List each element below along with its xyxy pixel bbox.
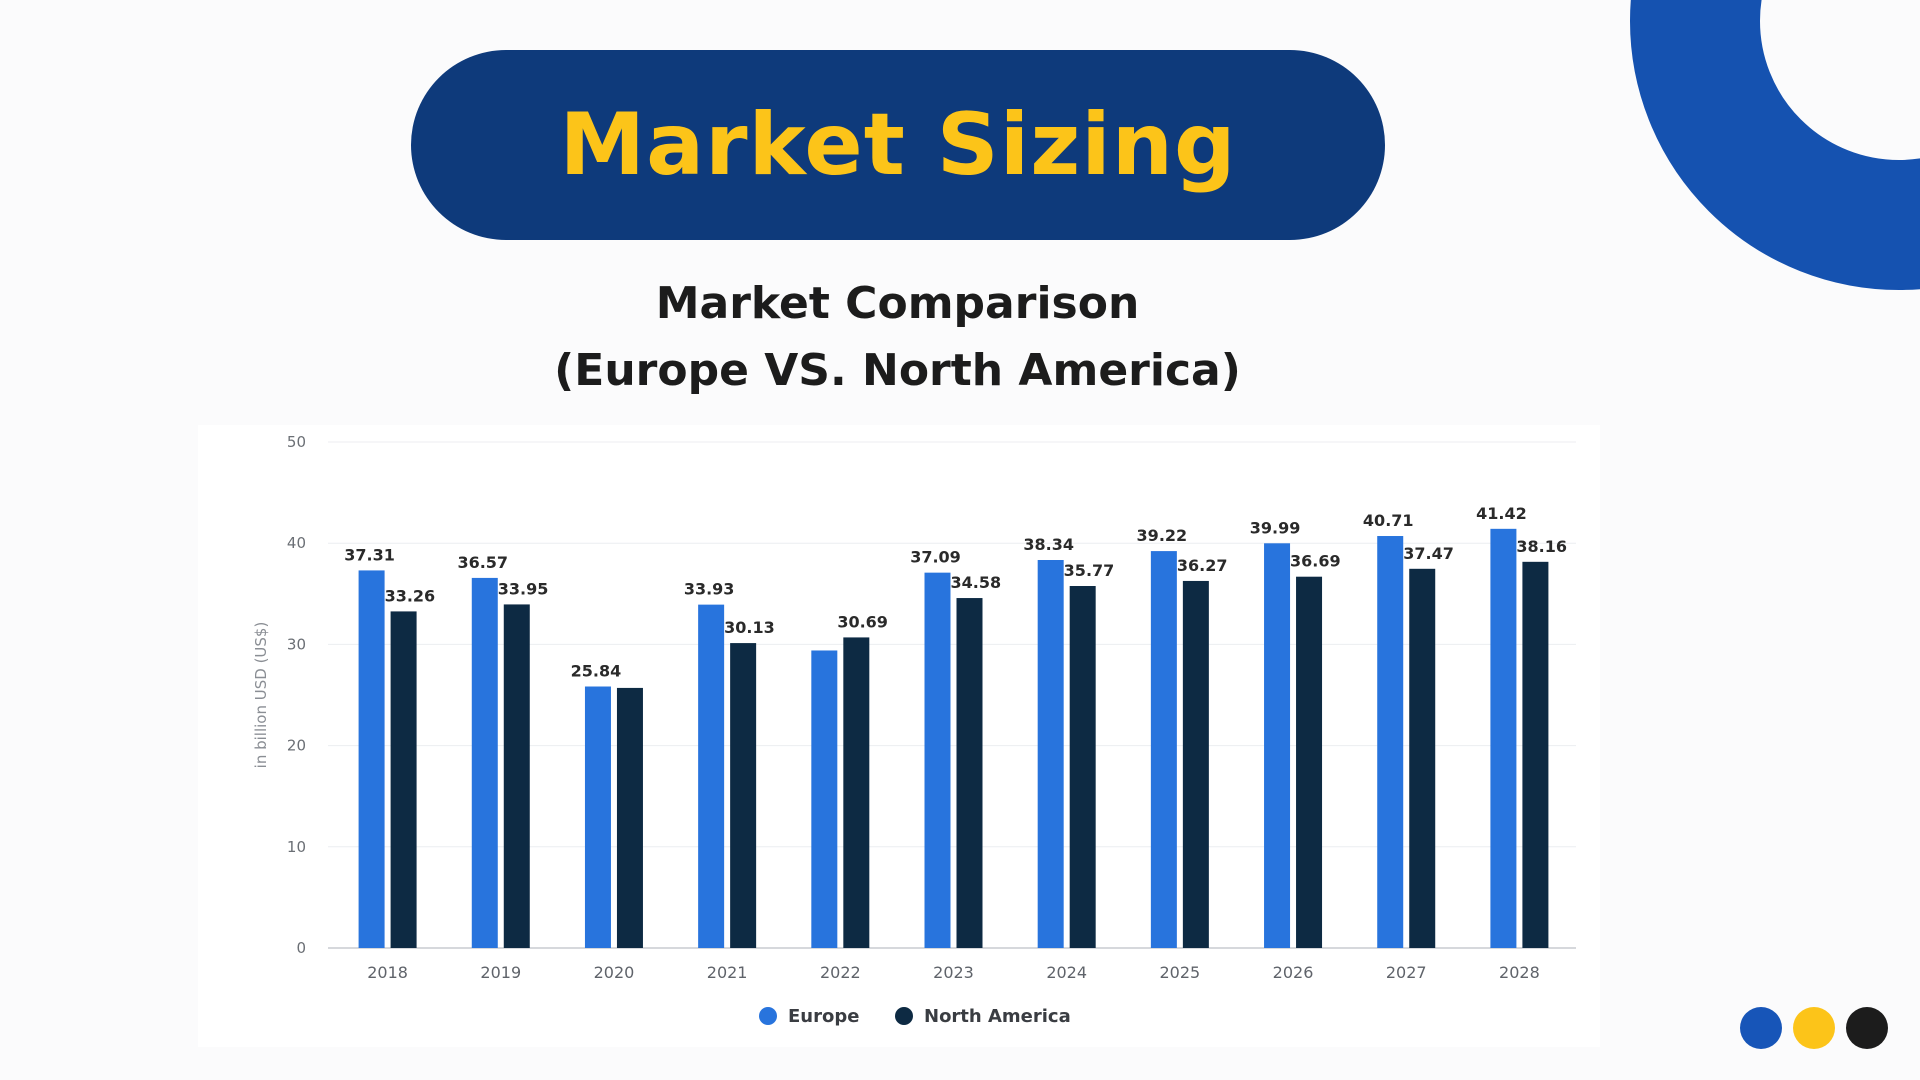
bar-europe <box>698 604 725 948</box>
blue-dot <box>1740 1007 1782 1049</box>
bar-europe <box>924 572 951 948</box>
bar-north-america <box>843 637 870 948</box>
x-tick-label: 2020 <box>594 963 635 982</box>
data-label: 37.31 <box>344 545 395 564</box>
data-label: 30.69 <box>837 612 888 631</box>
x-tick-label: 2026 <box>1273 963 1314 982</box>
black-dot <box>1846 1007 1888 1049</box>
x-tick-label: 2028 <box>1499 963 1540 982</box>
data-label: 25.84 <box>571 661 622 680</box>
bar-north-america <box>730 643 757 948</box>
data-label: 30.13 <box>724 618 775 637</box>
x-tick-label: 2023 <box>933 963 974 982</box>
bar-europe <box>1264 543 1291 948</box>
bar-north-america <box>503 604 530 948</box>
bar-north-america <box>1522 561 1549 948</box>
y-axis-label: in billion USD (US$) <box>252 622 270 769</box>
data-label: 40.71 <box>1363 511 1414 530</box>
x-tick-label: 2019 <box>480 963 521 982</box>
legend-marker-north-america <box>895 1007 913 1025</box>
data-label: 36.27 <box>1177 556 1228 575</box>
y-tick-label: 40 <box>287 534 306 552</box>
decorative-dots <box>1740 1007 1888 1049</box>
bar-europe <box>1037 559 1064 948</box>
y-tick-label: 30 <box>287 635 306 653</box>
bar-north-america <box>616 687 643 948</box>
data-label: 38.34 <box>1023 535 1074 554</box>
y-tick-label: 0 <box>296 939 306 957</box>
chart-card: 0 10 20 30 40 50 in billion USD (US$) 37.31 33.2… <box>198 425 1600 1047</box>
x-tick-label: 2022 <box>820 963 861 982</box>
data-label: 33.93 <box>684 580 735 599</box>
page-title: Market Sizing <box>559 95 1237 195</box>
data-label: 37.47 <box>1403 544 1454 563</box>
data-label: 36.57 <box>457 553 508 572</box>
y-tick-label: 20 <box>287 737 306 755</box>
x-tick-label: 2027 <box>1386 963 1427 982</box>
x-tick-label: 2018 <box>367 963 408 982</box>
x-tick-label: 2021 <box>707 963 748 982</box>
bar-north-america <box>956 598 983 948</box>
bar-north-america <box>390 611 417 948</box>
yellow-dot <box>1793 1007 1835 1049</box>
bar-europe <box>811 650 838 948</box>
title-banner: Market Sizing <box>411 50 1385 240</box>
bar-europe <box>1377 536 1404 948</box>
data-label: 37.09 <box>910 548 961 567</box>
x-tick-label: 2024 <box>1046 963 1087 982</box>
data-label: 41.42 <box>1476 504 1527 523</box>
legend-marker-europe <box>759 1007 777 1025</box>
bar-europe <box>1490 528 1517 948</box>
bar-europe <box>471 577 498 948</box>
bar-europe <box>584 686 611 948</box>
bar-europe <box>1150 551 1177 948</box>
data-label: 39.22 <box>1137 526 1188 545</box>
bar-chart: 0 10 20 30 40 50 in billion USD (US$) 37.31 33.2… <box>252 433 1576 1027</box>
y-tick-label: 50 <box>287 433 306 451</box>
data-label: 38.16 <box>1516 537 1567 556</box>
bar-north-america <box>1296 576 1323 948</box>
chart-subtitle-line-2: (Europe VS. North America) <box>554 345 1241 396</box>
data-label: 36.69 <box>1290 552 1341 571</box>
bar-europe <box>358 570 385 948</box>
bar-north-america <box>1069 586 1096 948</box>
data-label: 33.26 <box>385 586 436 605</box>
x-tick-label: 2025 <box>1160 963 1201 982</box>
bar-north-america <box>1409 568 1436 948</box>
legend-label: Europe <box>788 1006 859 1027</box>
legend-label: North America <box>924 1006 1071 1027</box>
chart-subtitle-line-1: Market Comparison <box>655 278 1140 329</box>
data-label: 33.95 <box>498 579 549 598</box>
data-label: 39.99 <box>1250 518 1301 537</box>
data-label: 34.58 <box>951 573 1002 592</box>
data-label: 35.77 <box>1064 561 1115 580</box>
bar-north-america <box>1182 580 1209 948</box>
decorative-ring <box>1630 0 1920 290</box>
y-tick-label: 10 <box>287 838 306 856</box>
